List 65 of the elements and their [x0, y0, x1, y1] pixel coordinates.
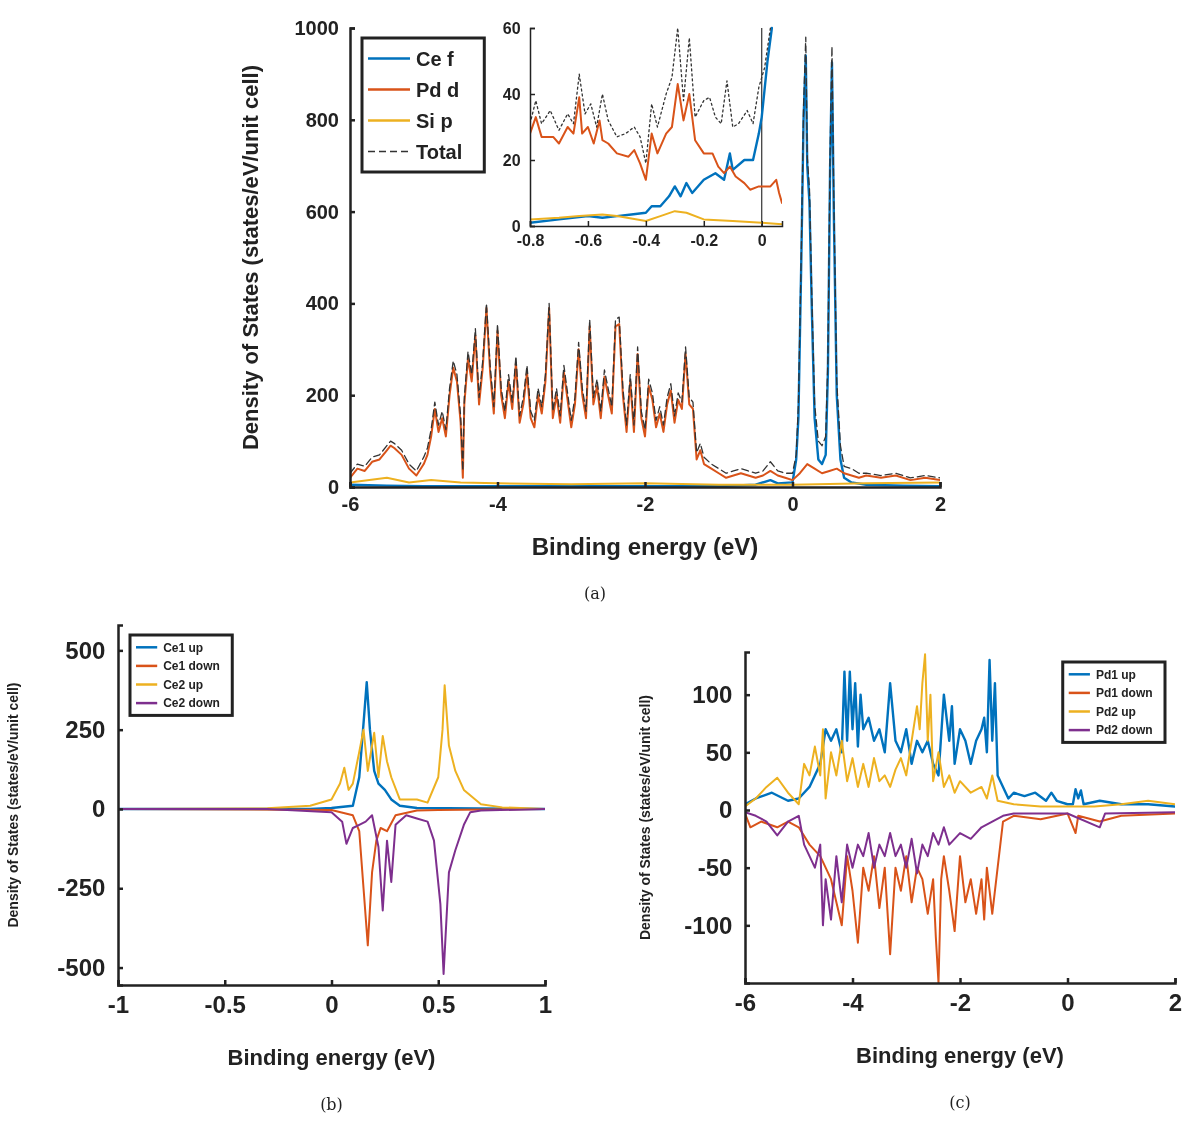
legend-label: Pd1 down: [1095, 686, 1153, 701]
x-tick-label: 0.5: [422, 991, 456, 1019]
y-tick-label: -50: [697, 853, 733, 881]
y-tick-label: 20: [502, 151, 521, 169]
y-tick-label: -100: [684, 911, 733, 939]
legend-label: Ce2 up: [163, 677, 204, 692]
line-series: [350, 476, 940, 486]
x-axis-title: Binding energy (eV): [531, 533, 759, 560]
x-tick-label: -0.2: [690, 231, 719, 249]
y-tick-label: 250: [65, 715, 106, 743]
x-tick-label: 0: [787, 493, 799, 515]
x-tick-label: -0.5: [204, 991, 246, 1019]
y-tick-label: -250: [57, 874, 106, 902]
line-series: [350, 306, 940, 482]
y-axis-title: Density of States (states/eV/unit cell): [637, 694, 653, 941]
y-tick-label: 200: [305, 384, 339, 407]
y-tick-label: 500: [65, 636, 106, 664]
x-tick-label: 0: [757, 231, 767, 249]
x-tick-label: -0.6: [574, 231, 603, 249]
y-tick-label: -500: [57, 953, 106, 981]
y-axis-title: Density of States (states/eV/unit cell): [238, 64, 263, 451]
text: (a): [583, 584, 607, 603]
legend-label: Pd2 down: [1095, 723, 1153, 738]
x-tick-label: 0: [1061, 989, 1075, 1017]
y-tick-label: 0: [719, 796, 733, 824]
y-tick-label: 50: [705, 738, 733, 766]
x-tick-label: -2: [949, 989, 972, 1017]
legend-label: Si p: [416, 109, 453, 132]
y-tick-label: 1000: [294, 16, 339, 39]
legend-label: Ce f: [416, 47, 455, 70]
legend-label: Pd1 up: [1095, 667, 1136, 682]
x-axis-title: Binding energy (eV): [227, 1045, 436, 1070]
line-series: [530, 26, 774, 224]
legend-label: Ce1 down: [163, 659, 220, 674]
y-tick-label: 0: [92, 795, 106, 823]
y-tick-label: 60: [502, 19, 521, 37]
x-tick-label: -4: [842, 989, 865, 1017]
x-axis-title: Binding energy (eV): [856, 1043, 1064, 1068]
line-series: [530, 210, 782, 226]
legend-label: Ce2 down: [163, 696, 220, 711]
line-series: [745, 811, 1175, 927]
legend-label: Pd2 up: [1095, 704, 1136, 719]
line-series: [530, 83, 782, 204]
y-axis-title: Density of States (states/eV/unit cell): [5, 682, 21, 928]
text: (c): [949, 1093, 971, 1112]
y-tick-label: 400: [305, 292, 339, 315]
legend-label: Pd d: [416, 78, 460, 101]
y-tick-label: 0: [327, 475, 339, 498]
line-series: [745, 812, 1175, 984]
legend-label: Ce1 up: [163, 640, 204, 655]
x-tick-label: -6: [341, 493, 360, 515]
x-tick-label: -0.4: [632, 231, 661, 249]
y-tick-label: 800: [305, 108, 339, 131]
x-tick-label: -6: [734, 989, 757, 1017]
y-tick-label: 600: [305, 200, 339, 223]
x-tick-label: -1: [107, 991, 130, 1019]
x-tick-label: 2: [934, 493, 947, 515]
x-tick-label: 1: [538, 991, 553, 1019]
y-tick-label: 40: [502, 85, 521, 103]
x-tick-label: -4: [489, 493, 508, 515]
x-tick-label: 2: [1168, 989, 1183, 1017]
legend-label: Total: [416, 140, 463, 163]
text: (b): [320, 1095, 343, 1114]
y-tick-label: 100: [692, 680, 733, 708]
x-tick-label: -2: [636, 493, 655, 515]
